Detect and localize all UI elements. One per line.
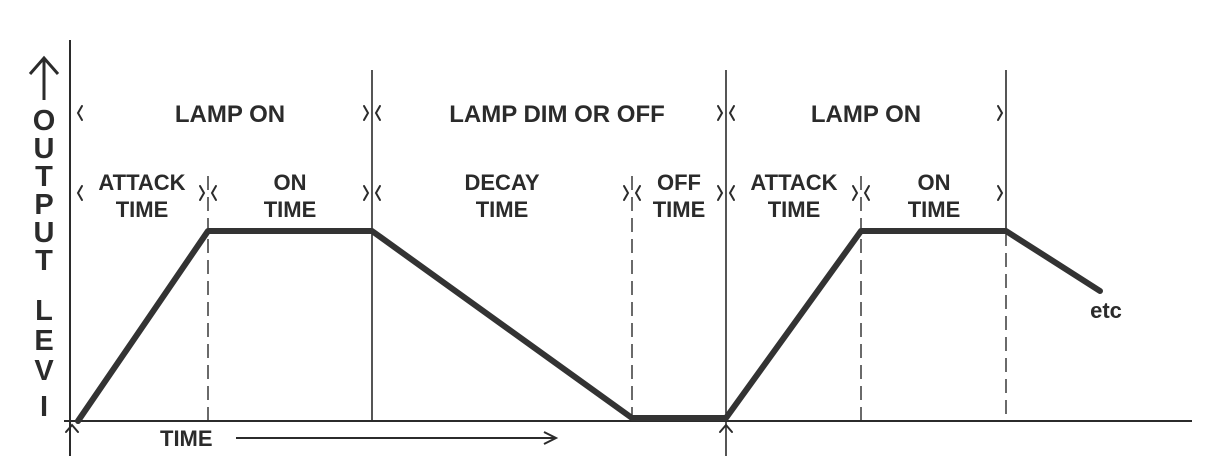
y-axis-letter: P [34,189,53,221]
segment-label-line2: TIME [116,197,169,222]
y-axis-letter: T [35,161,53,193]
segment-label-line1: ATTACK [750,170,837,195]
y-axis-letter: V [34,355,54,387]
time-arrow-icon [236,431,559,445]
segment-label-line2: TIME [908,197,961,222]
y-axis-letter: E [34,325,53,357]
baseline-ticks [65,423,733,433]
segment-label-line1: ATTACK [98,170,185,195]
etc-label: etc [1090,298,1122,323]
segment-label-line2: TIME [768,197,821,222]
segment-bracket-ticks [76,185,1004,201]
segment-label-line1: DECAY [465,170,540,195]
output-waveform [75,228,1103,424]
time-axis-label: TIME [160,426,213,451]
y-axis-letter: U [34,217,55,249]
y-axis-letter: O [33,105,56,137]
segment-label-line1: ON [918,170,951,195]
y-axis-letter: T [35,245,53,277]
segment-label-line1: ON [274,170,307,195]
y-axis-letter: I [40,391,48,423]
phase-bracket-ticks [76,105,1004,121]
segment-label-line2: TIME [264,197,317,222]
phase-label: LAMP ON [811,101,921,128]
segment-label-line2: TIME [653,197,706,222]
y-axis-letter: L [35,295,53,327]
y-axis-arrow-icon [28,55,60,100]
phase-label: LAMP ON [175,101,285,128]
segment-label-line2: TIME [476,197,529,222]
y-axis-label: O U T P U T L E V I [33,105,56,423]
phase-label: LAMP DIM OR OFF [449,101,665,128]
y-axis-letter: U [34,133,55,165]
segment-label-line1: OFF [657,170,701,195]
